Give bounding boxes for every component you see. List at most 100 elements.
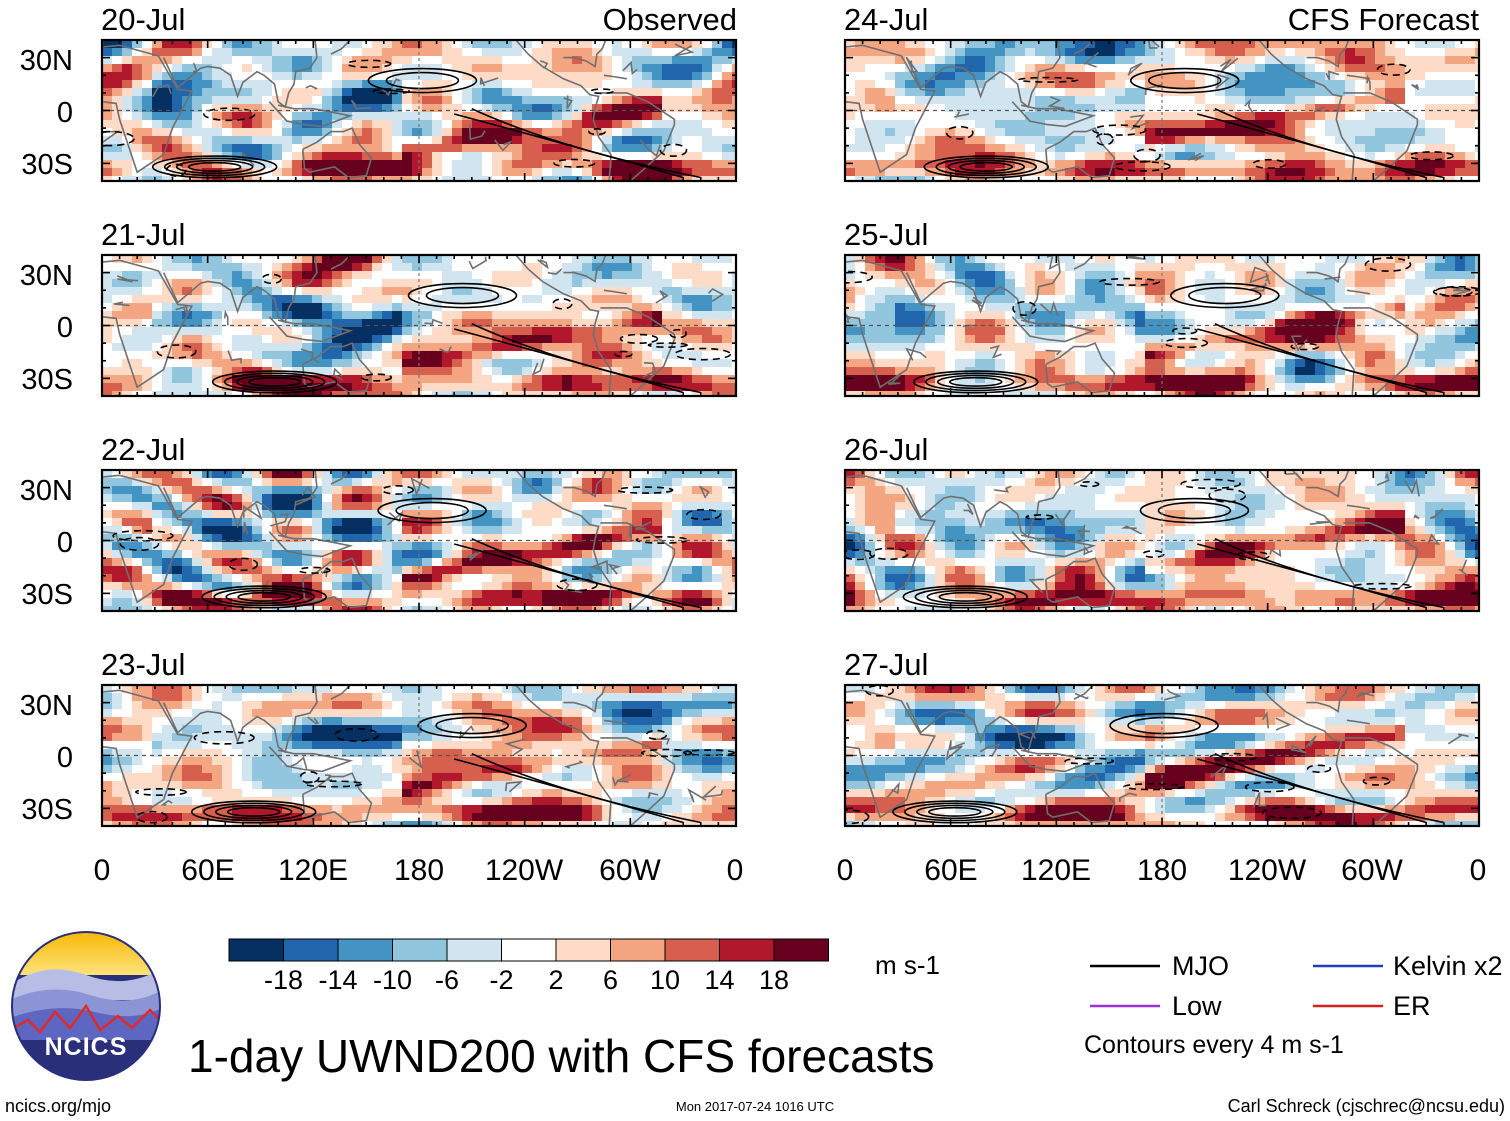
field-cell (102, 494, 113, 503)
field-cell (412, 717, 423, 726)
field-cell (382, 391, 393, 396)
field-cell (222, 566, 233, 575)
field-cell (552, 606, 563, 611)
field-cell (662, 72, 673, 81)
field-cell (222, 558, 233, 567)
field-cell (612, 797, 623, 806)
field-cell (672, 757, 683, 766)
field-cell (162, 558, 173, 567)
field-cell (382, 749, 393, 758)
field-cell (492, 518, 503, 527)
field-cell (362, 72, 373, 81)
field-cell (362, 773, 373, 782)
field-cell (522, 486, 533, 495)
field-cell (572, 96, 583, 105)
field-cell (612, 279, 623, 288)
field-cell (482, 502, 493, 511)
field-cell (552, 311, 563, 320)
field-cell (192, 40, 203, 49)
field-cell (512, 136, 523, 145)
field-cell (412, 160, 423, 169)
field-cell (692, 351, 703, 360)
field-cell (622, 470, 633, 479)
field-cell (612, 295, 623, 304)
field-cell (732, 478, 736, 487)
field-cell (612, 40, 623, 49)
field-cell (602, 510, 613, 519)
field-cell (302, 805, 313, 814)
field-cell (522, 96, 533, 105)
border-line (563, 95, 573, 109)
field-cell (452, 502, 463, 511)
field-cell (692, 56, 703, 65)
field-cell (682, 144, 693, 153)
field-cell (402, 351, 413, 360)
field-cell (182, 510, 193, 519)
field-cell (162, 96, 173, 105)
field-cell (282, 80, 293, 89)
field-cell (212, 797, 223, 806)
field-cell (342, 136, 353, 145)
field-cell (242, 717, 253, 726)
field-cell (472, 359, 483, 368)
field-cell (142, 502, 153, 511)
field-cell (672, 542, 683, 551)
field-cell (712, 104, 723, 113)
field-cell (622, 112, 633, 121)
field-cell (522, 367, 533, 376)
field-cell (402, 821, 413, 826)
field-cell (202, 590, 213, 599)
field-cell (372, 367, 383, 376)
field-cell (402, 757, 413, 766)
field-cell (182, 287, 193, 296)
field-cell (152, 550, 163, 559)
field-cell (342, 88, 353, 97)
field-cell (542, 709, 553, 718)
field-cell (342, 590, 353, 599)
field-cell (502, 701, 513, 710)
field-cell (382, 765, 393, 774)
field-cell (552, 144, 563, 153)
field-cell (492, 741, 503, 750)
field-cell (632, 478, 643, 487)
field-cell (432, 773, 443, 782)
field-cell (292, 518, 303, 527)
field-cell (182, 152, 193, 161)
field-cell (702, 733, 713, 742)
field-cell (432, 383, 443, 392)
field-cell (232, 303, 243, 312)
field-cell (612, 773, 623, 782)
field-cell (522, 287, 533, 296)
field-cell (722, 789, 733, 798)
border-line (466, 547, 486, 561)
field-cell (222, 693, 233, 702)
field-cell (592, 263, 603, 272)
field-cell (372, 494, 383, 503)
field-cell (562, 518, 573, 527)
field-cell (522, 375, 533, 384)
field-cell (512, 128, 523, 137)
field-cell (222, 757, 233, 766)
field-cell (362, 279, 373, 288)
field-cell (252, 287, 263, 296)
mjo-contour-negative (346, 59, 392, 69)
field-cell (372, 550, 383, 559)
field-cell (312, 343, 323, 352)
field-cell (502, 104, 513, 113)
field-cell (252, 821, 263, 826)
field-cell (192, 733, 203, 742)
field-cell (332, 311, 343, 320)
field-cell (722, 88, 733, 97)
field-cell (142, 104, 153, 113)
field-cell (652, 351, 663, 360)
field-cell (622, 606, 633, 611)
field-cell (542, 40, 553, 49)
field-cell (422, 781, 433, 790)
coastline (563, 470, 607, 498)
field-cell (522, 56, 533, 65)
field-cell (472, 136, 483, 145)
field-cell (512, 112, 523, 121)
field-cell (602, 606, 613, 611)
field-cell (412, 152, 423, 161)
field-cell (262, 598, 273, 607)
